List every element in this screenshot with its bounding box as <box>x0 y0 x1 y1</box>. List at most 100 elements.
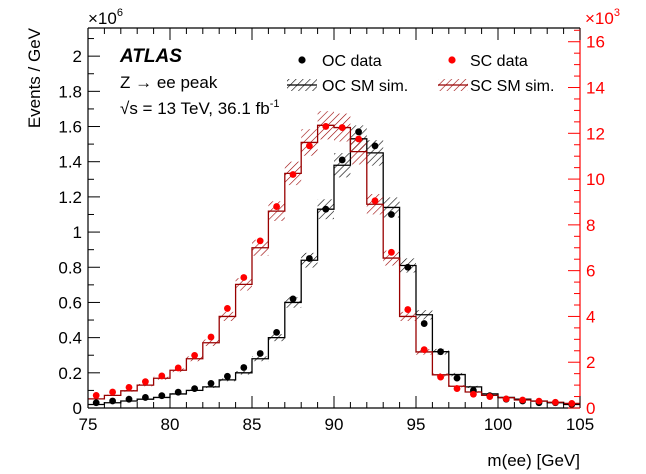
y-left-tick-label: 0 <box>73 399 82 418</box>
legend-label-sc-sim: SC SM sim. <box>470 78 554 95</box>
y-left-tick-label: 1 <box>73 223 82 242</box>
y-left-tick-label: 0.2 <box>58 364 82 383</box>
data-point <box>535 397 543 405</box>
data-point <box>355 128 362 136</box>
data-point <box>158 392 166 400</box>
data-point <box>240 364 248 371</box>
data-point <box>92 392 100 399</box>
y-left-multiplier-exp: 6 <box>117 7 123 19</box>
series-sc-data <box>92 123 576 407</box>
legend-marker-oc-data <box>298 56 306 64</box>
y-right-tick-label: 10 <box>586 170 605 189</box>
data-point <box>174 388 182 396</box>
legend-label-oc-data: OC data <box>322 53 382 70</box>
axes: 75 80 85 90 95 100 10500.20.40.60.811.21.41.61… <box>25 7 620 470</box>
plot-area <box>88 111 580 408</box>
y-axis-label: Events / GeV <box>25 27 44 128</box>
y-left-tick-label: 0.8 <box>58 258 82 277</box>
atlas-label-block: ATLAS Z → ee peak √s = 13 TeV, 36.1 fb-1 <box>119 46 279 118</box>
data-point <box>486 393 494 400</box>
data-point <box>404 263 412 271</box>
data-point <box>109 388 116 396</box>
peak-label: Z → ee peak <box>120 73 218 92</box>
series-oc-sim <box>88 125 580 406</box>
y-right-multiplier: ×103 <box>585 7 620 28</box>
y-left-tick-label: 0.4 <box>58 329 82 348</box>
x-tick-label: 95 <box>407 415 426 434</box>
legend-marker-sc-data <box>448 56 456 64</box>
data-point <box>322 205 330 213</box>
y-right-tick-label: 2 <box>586 353 595 372</box>
data-point <box>388 248 395 256</box>
data-point <box>552 398 559 406</box>
y-left-tick-label: 1.6 <box>58 118 82 137</box>
y-left-tick-label: 1.2 <box>58 188 82 207</box>
x-tick-label: 105 <box>566 415 594 434</box>
data-point <box>256 237 264 245</box>
y-right-tick-label: 8 <box>586 216 595 235</box>
x-tick-label: 75 <box>79 415 98 434</box>
data-point <box>420 320 428 327</box>
data-point <box>371 142 379 150</box>
y-left-tick-label: 1.8 <box>58 82 82 101</box>
data-point <box>289 171 297 178</box>
data-point <box>306 255 313 262</box>
data-point <box>191 351 199 359</box>
data-point <box>306 142 313 150</box>
y-left-multiplier: ×106 <box>88 7 123 28</box>
data-point <box>207 379 215 387</box>
y-right-multiplier-exp: 3 <box>614 7 620 19</box>
data-point <box>207 333 215 341</box>
y-left-tick-label: 0.6 <box>58 293 82 312</box>
x-tick-label: 80 <box>161 415 180 434</box>
legend-entry-sc-data: SC data <box>448 53 528 70</box>
y-right-tick-label: 0 <box>586 399 595 418</box>
data-point <box>125 383 133 391</box>
data-point <box>158 372 166 380</box>
legend-entry-sc-sim: SC SM sim. <box>438 78 554 95</box>
data-point <box>289 295 297 303</box>
data-point <box>388 211 395 218</box>
data-point <box>125 395 133 403</box>
data-point <box>568 400 576 407</box>
energy-label: √s = 13 TeV, 36.1 fb-1 <box>120 98 279 118</box>
series-sc-sim <box>88 111 580 405</box>
data-point <box>92 399 100 407</box>
y-right-tick-label: 6 <box>586 262 595 281</box>
data-point <box>338 156 346 164</box>
data-point <box>420 346 428 354</box>
data-point <box>273 203 280 210</box>
legend-label-oc-sim: OC SM sim. <box>322 78 408 95</box>
data-point <box>502 395 510 403</box>
data-point <box>371 197 379 205</box>
data-point <box>240 274 248 281</box>
x-tick-label: 90 <box>325 415 344 434</box>
data-point <box>470 390 477 398</box>
data-point <box>256 350 264 357</box>
data-point <box>109 397 116 405</box>
legend-entry-oc-data: OC data <box>298 53 382 70</box>
legend-label-sc-data: SC data <box>470 53 528 70</box>
x-axis-label: m(ee) [GeV] <box>487 451 580 470</box>
data-point <box>142 378 149 386</box>
data-point <box>437 348 444 356</box>
data-point <box>273 328 280 336</box>
data-point <box>322 123 330 130</box>
y-right-tick-label: 12 <box>586 124 605 143</box>
y-right-tick-label: 16 <box>586 33 605 52</box>
data-point <box>224 305 231 312</box>
data-point <box>191 385 199 393</box>
data-point <box>338 124 346 131</box>
sim-step-line <box>88 138 580 406</box>
data-point <box>224 372 231 380</box>
y-right-tick-label: 14 <box>586 79 605 98</box>
y-right-tick-label: 4 <box>586 307 595 326</box>
x-tick-label: 100 <box>484 415 512 434</box>
data-point <box>453 374 461 382</box>
atlas-label: ATLAS <box>119 46 182 67</box>
data-point <box>437 373 444 381</box>
data-point <box>174 364 182 372</box>
legend-entry-oc-sim: OC SM sim. <box>287 78 408 95</box>
y-left-tick-label: 1.4 <box>58 153 82 172</box>
